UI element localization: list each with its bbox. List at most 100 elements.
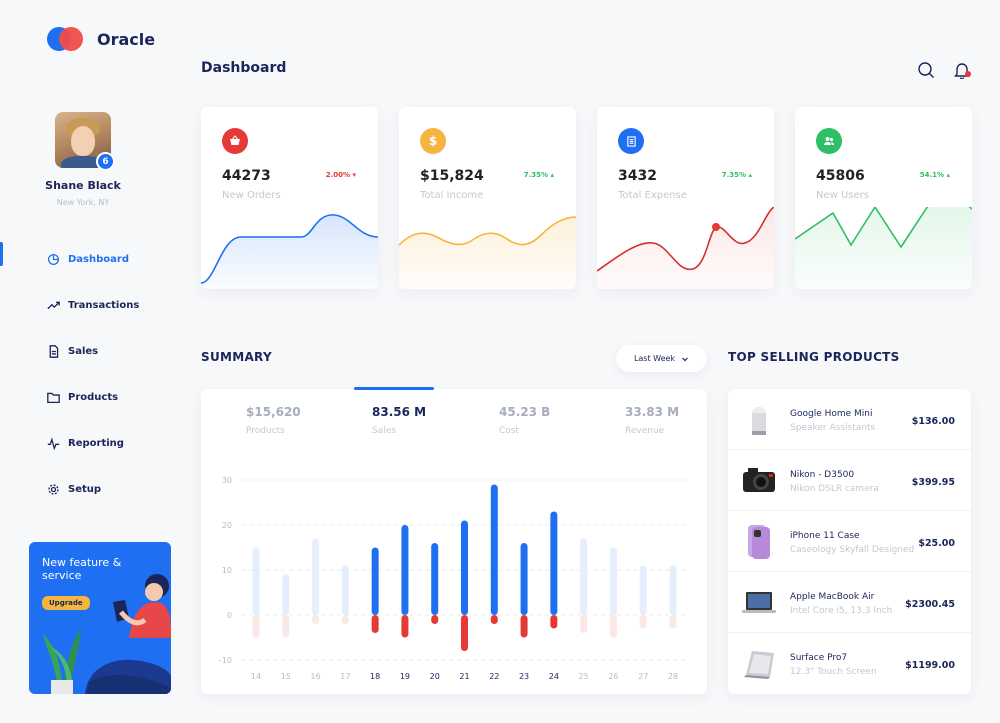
y-tick-label: 20 [222, 521, 232, 530]
sidebar-item-dashboard[interactable]: Dashboard [0, 236, 180, 282]
product-name: Apple MacBook Air [790, 592, 875, 602]
stat-change-value: 54.1% [919, 171, 945, 179]
sidebar-nav: Dashboard Transactions Sales Products Re… [0, 236, 180, 512]
sidebar-item-sales[interactable]: Sales [0, 328, 180, 374]
sidebar-item-label: Setup [68, 483, 102, 495]
stat-change-value: 7.35% [523, 171, 549, 179]
bar-positive[interactable] [371, 547, 379, 616]
bar-negative[interactable] [520, 615, 528, 638]
bar-negative[interactable] [312, 615, 320, 624]
tab-label: Cost [499, 426, 520, 436]
stat-card-expense[interactable]: 3432 Total Expense 7.35% ▴ [597, 107, 774, 289]
promo-illustration [43, 574, 171, 694]
promo-card: New feature & service Upgrade [29, 542, 171, 694]
tab-revenue[interactable]: 33.83 M Revenue [580, 389, 706, 449]
tab-label: Products [246, 426, 285, 436]
stat-card-orders[interactable]: 44273 New Orders 2.00% ▾ [201, 107, 378, 289]
caret-up-icon: ▴ [550, 171, 554, 179]
app-logo[interactable]: Oracle [47, 27, 155, 51]
bar-negative[interactable] [609, 615, 617, 638]
bar-negative[interactable] [371, 615, 379, 633]
bar-negative[interactable] [580, 615, 588, 633]
bar-positive[interactable] [609, 547, 617, 616]
list-item[interactable]: iPhone 11 Case Caseology Skyfall Designe… [728, 511, 971, 572]
stat-value: 45806 [816, 168, 865, 184]
gear-icon [48, 483, 59, 495]
sidebar-item-setup[interactable]: Setup [0, 466, 180, 512]
bar-positive[interactable] [341, 565, 349, 616]
bar-negative[interactable] [282, 615, 290, 638]
bar-positive[interactable] [669, 565, 677, 616]
tab-products[interactable]: $15,620 Products [201, 389, 327, 449]
folder-icon [47, 392, 60, 403]
bar-negative[interactable] [431, 615, 439, 624]
sidebar-item-reporting[interactable]: Reporting [0, 420, 180, 466]
camera-icon [743, 468, 775, 492]
bar-positive[interactable] [431, 543, 439, 615]
summary-title: SUMMARY [201, 350, 272, 364]
list-item[interactable]: Surface Pro7 12.3" Touch Screen $1199.00 [728, 633, 971, 694]
bar-positive[interactable] [312, 538, 320, 616]
app-name: Oracle [97, 29, 156, 49]
sidebar-item-label: Reporting [68, 437, 124, 449]
avatar[interactable] [55, 112, 111, 168]
caret-up-icon: ▴ [946, 171, 950, 179]
stat-card-users[interactable]: 45806 New Users 54.1% ▴ [795, 107, 972, 289]
x-tick-label: 15 [281, 672, 291, 681]
sidebar-item-label: Sales [68, 345, 99, 357]
users-icon [816, 128, 842, 154]
sidebar-item-products[interactable]: Products [0, 374, 180, 420]
basket-icon [222, 128, 248, 154]
bar-positive[interactable] [520, 543, 528, 615]
list-item[interactable]: Google Home Mini Speaker Assistants $136… [728, 389, 971, 450]
summary-card: $15,620 Products 83.56 M Sales 45.23 B C… [201, 387, 707, 694]
trend-icon [47, 301, 60, 309]
upgrade-button[interactable]: Upgrade [42, 596, 90, 610]
bar-negative[interactable] [550, 615, 558, 629]
bar-positive[interactable] [550, 511, 558, 616]
sidebar-item-transactions[interactable]: Transactions [0, 282, 180, 328]
x-tick-label: 23 [519, 672, 529, 681]
tab-value: 83.56 M [372, 405, 427, 419]
product-subtitle: Speaker Assistants [790, 423, 876, 433]
period-dropdown[interactable]: Last Week [616, 345, 707, 372]
bar-negative[interactable] [252, 615, 260, 638]
tab-sales[interactable]: 83.56 M Sales [327, 387, 453, 449]
product-price: $25.00 [916, 538, 955, 549]
stat-card-income[interactable]: $ $15,824 Total Income 7.35% ▴ [399, 107, 576, 289]
bar-positive[interactable] [252, 547, 260, 616]
bar-positive[interactable] [490, 484, 498, 616]
bar-positive[interactable] [580, 538, 588, 616]
summary-tabs: $15,620 Products 83.56 M Sales 45.23 B C… [201, 387, 707, 449]
x-tick-label: 20 [430, 672, 440, 681]
logo-circle-red [59, 27, 83, 51]
bar-negative[interactable] [341, 615, 349, 624]
stat-change: 2.00% ▾ [326, 171, 356, 179]
product-name: Nikon - D3500 [790, 470, 855, 480]
list-item[interactable]: Apple MacBook Air Intel Core i5, 13.3 In… [728, 572, 971, 633]
bar-negative[interactable] [669, 615, 677, 629]
product-subtitle: Caseology Skyfall Designed [790, 545, 915, 555]
bar-negative[interactable] [401, 615, 409, 638]
tab-cost[interactable]: 45.23 B Cost [454, 389, 580, 449]
stat-change: 7.35% ▴ [524, 171, 554, 179]
bar-negative[interactable] [490, 615, 498, 624]
product-subtitle: Intel Core i5, 13.3 Inch [790, 606, 893, 616]
bar-negative[interactable] [639, 615, 647, 629]
search-icon[interactable] [917, 61, 935, 79]
product-subtitle: 12.3" Touch Screen [790, 667, 877, 677]
product-price: $2300.45 [903, 599, 955, 610]
product-name: iPhone 11 Case [790, 531, 860, 541]
bar-positive[interactable] [461, 520, 468, 616]
list-item[interactable]: Nikon - D3500 Nikon DSLR camera $399.95 [728, 450, 971, 511]
sparkline-orders [201, 214, 378, 289]
bar-negative[interactable] [461, 615, 468, 651]
receipt-icon [618, 128, 644, 154]
y-tick-label: 10 [222, 566, 232, 575]
avatar-shirt [61, 156, 105, 168]
tab-label: Revenue [625, 426, 665, 436]
bar-positive[interactable] [282, 574, 290, 616]
bar-positive[interactable] [639, 565, 647, 616]
bar-positive[interactable] [401, 525, 409, 615]
x-tick-label: 16 [310, 672, 320, 681]
